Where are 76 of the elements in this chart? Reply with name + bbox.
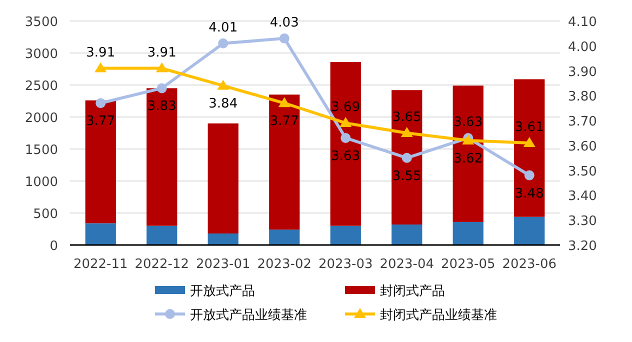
legend-label: 开放式产品 [190, 284, 255, 299]
y-tick-label: 3500 [24, 15, 58, 30]
y-tick-label: 1500 [24, 143, 58, 158]
legend-label: 封闭式产品 [380, 284, 445, 299]
data-label: 3.77 [270, 114, 299, 130]
data-label: 3.83 [147, 99, 176, 114]
point [524, 170, 534, 180]
x-tick-label: 2023-03 [318, 257, 373, 272]
point [340, 132, 351, 143]
x-tick-label: 2023-04 [380, 257, 434, 272]
bar [330, 226, 361, 245]
bar [146, 88, 178, 226]
data-label: 3.77 [86, 114, 116, 130]
y-tick-label: 2000 [24, 111, 58, 126]
data-label: 4.01 [208, 20, 238, 36]
y2-tick-label: 4.00 [568, 40, 597, 55]
bar [452, 222, 484, 245]
y2-tick-label: 3.30 [568, 214, 597, 230]
point [400, 127, 413, 137]
bar [392, 90, 422, 225]
data-label: 3.48 [514, 186, 544, 202]
bar [269, 230, 300, 245]
bar [514, 79, 545, 217]
x-tick-label: 2023-02 [257, 257, 312, 272]
data-label: 3.63 [454, 114, 483, 130]
bar [208, 233, 238, 245]
point [279, 33, 290, 44]
data-label: 3.63 [331, 148, 360, 164]
y2-tick-label: 3.70 [568, 114, 597, 130]
data-label: 3.69 [331, 100, 360, 116]
y2-tick-label: 3.20 [568, 239, 597, 254]
x-tick-label: 2022-11 [73, 257, 128, 272]
bar [85, 223, 116, 245]
x-tick-label: 2023-05 [440, 257, 496, 272]
point [402, 152, 412, 163]
bar [269, 94, 300, 230]
y2-tick-label: 4.10 [568, 15, 597, 30]
bar [146, 226, 178, 245]
data-label: 3.61 [514, 120, 544, 135]
point [156, 83, 167, 94]
x-tick-label: 2022-12 [134, 257, 190, 272]
x-tick-label: 2023-06 [502, 257, 557, 272]
y2-tick-label: 3.80 [568, 90, 597, 105]
y2-tick-label: 3.60 [568, 139, 597, 154]
data-label: 4.03 [270, 15, 299, 30]
bar [452, 86, 484, 222]
bar [514, 216, 545, 245]
data-label: 3.91 [86, 45, 116, 60]
y-tick-label: 1000 [24, 175, 58, 190]
y-tick-label: 500 [33, 207, 58, 222]
bar [392, 224, 422, 245]
data-label: 3.91 [147, 45, 176, 60]
point [156, 62, 168, 72]
data-label: 3.62 [454, 151, 483, 166]
data-label: 3.84 [208, 96, 238, 112]
y-tick-label: 3000 [24, 47, 58, 62]
y-tick-label: 2500 [24, 79, 58, 94]
data-label: 3.55 [392, 168, 422, 184]
y-tick-label: 0 [50, 239, 58, 254]
bar [208, 123, 238, 234]
bar [330, 62, 361, 226]
point [523, 136, 536, 147]
data-label: 3.65 [392, 110, 422, 125]
point [217, 80, 230, 90]
point [278, 97, 290, 108]
y2-tick-label: 3.40 [568, 189, 597, 204]
x-tick-label: 2023-01 [196, 257, 250, 272]
point [218, 38, 228, 48]
legend-label: 封闭式产品业绩基准 [380, 308, 497, 323]
bar [85, 100, 116, 224]
point [94, 62, 107, 72]
point [96, 98, 106, 108]
y2-tick-label: 3.50 [568, 164, 597, 180]
legend-label: 开放式产品业绩基准 [190, 308, 307, 323]
y2-tick-label: 3.90 [568, 64, 597, 80]
point [340, 117, 352, 128]
